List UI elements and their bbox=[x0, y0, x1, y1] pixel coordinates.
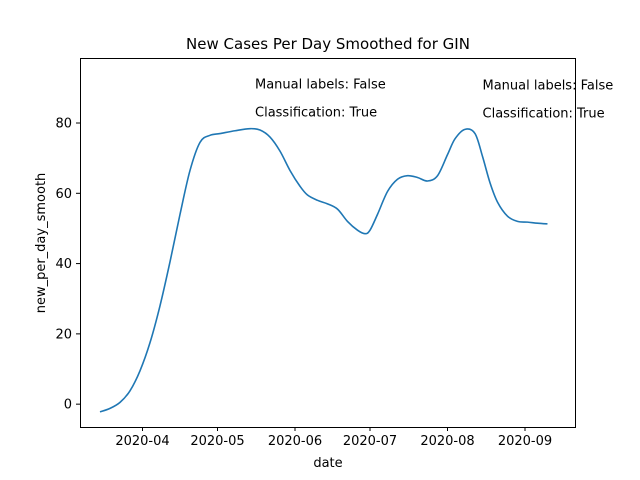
series-line bbox=[99, 127, 548, 413]
y-tick-label: 40 bbox=[55, 257, 72, 272]
x-axis-label: date bbox=[313, 456, 342, 471]
chart-title: New Cases Per Day Smoothed for GIN bbox=[186, 35, 470, 53]
plot-frame bbox=[80, 58, 576, 428]
x-tick-label: 2020-05 bbox=[190, 434, 244, 449]
annotation-label: Classification: True bbox=[483, 107, 605, 122]
annotations: Manual labels: False Classification: True… bbox=[255, 78, 613, 122]
series-lines bbox=[99, 127, 548, 413]
y-tick-label: 0 bbox=[64, 398, 72, 413]
y-tick-label: 60 bbox=[55, 187, 72, 202]
x-tick-label: 2020-06 bbox=[268, 434, 322, 449]
y-tick-label: 20 bbox=[55, 327, 72, 342]
y-axis-label: new_per_day_smooth bbox=[34, 173, 49, 314]
x-tick-label: 2020-07 bbox=[343, 434, 397, 449]
x-tick-label: 2020-04 bbox=[115, 434, 169, 449]
x-axis: 2020-04 2020-05 2020-06 2020-07 2020-08 2020-… bbox=[115, 427, 552, 449]
annotation-label: Manual labels: False bbox=[483, 79, 614, 94]
y-axis: 0 20 40 60 80 bbox=[55, 117, 80, 413]
y-tick-label: 80 bbox=[55, 117, 72, 132]
annotation-label: Manual labels: False bbox=[255, 78, 386, 93]
annotation-label: Classification: True bbox=[255, 106, 377, 121]
x-tick-label: 2020-08 bbox=[420, 434, 474, 449]
x-tick-label: 2020-09 bbox=[498, 434, 552, 449]
